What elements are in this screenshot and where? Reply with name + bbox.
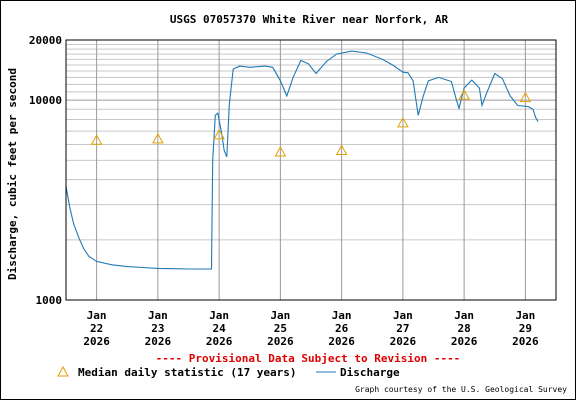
x-tick-label: Jan — [454, 309, 474, 322]
x-tick-label: 23 — [151, 322, 164, 335]
y-axis-label: Discharge, cubic feet per second — [6, 68, 19, 280]
x-tick-label: 24 — [213, 322, 227, 335]
x-tick-label: Jan — [393, 309, 413, 322]
x-tick-label: 28 — [458, 322, 471, 335]
median-point — [152, 132, 164, 144]
minor-gridlines — [66, 43, 556, 241]
plot-area-border — [65, 39, 557, 301]
x-tick-label: 2026 — [390, 335, 417, 348]
x-tick-label: 27 — [396, 322, 409, 335]
x-tick-label: Jan — [515, 309, 535, 322]
x-tick-label: Jan — [87, 309, 107, 322]
x-tick-labels: Jan222026Jan232026Jan242026Jan252026Jan2… — [83, 309, 539, 348]
x-tick-label: 2026 — [328, 335, 355, 348]
x-tick-label: 29 — [519, 322, 532, 335]
x-tick-label: Jan — [209, 309, 229, 322]
y-tick-label: 20000 — [29, 34, 62, 47]
median-point — [213, 128, 225, 140]
y-tick-label: 10000 — [29, 94, 62, 107]
x-tick-label: Jan — [148, 309, 168, 322]
x-tick-label: Jan — [332, 309, 352, 322]
x-tick-label: 2026 — [83, 335, 110, 348]
legend-median-marker-icon — [57, 365, 69, 377]
x-tick-label: 26 — [335, 322, 349, 335]
y-tick-label: 1000 — [36, 294, 63, 307]
x-tick-label: Jan — [270, 309, 290, 322]
x-tick-label: 22 — [90, 322, 103, 335]
x-tick-label: 2026 — [451, 335, 478, 348]
x-tick-label: 2026 — [206, 335, 233, 348]
provisional-data-notice: ---- Provisional Data Subject to Revisio… — [156, 352, 461, 365]
median-series-markers — [90, 89, 532, 157]
median-point — [335, 144, 348, 155]
x-tick-label: 25 — [274, 322, 287, 335]
median-point — [519, 91, 532, 103]
chart-title: USGS 07057370 White River near Norfork, … — [170, 13, 449, 26]
x-tick-label: 2026 — [512, 335, 539, 348]
legend-median-label: Median daily statistic (17 years) — [78, 366, 297, 379]
median-point — [90, 134, 103, 145]
y-tick-labels: 1000 10000 20000 — [29, 34, 62, 307]
discharge-series-line — [65, 50, 539, 270]
x-tick-label: 2026 — [145, 335, 172, 348]
major-gridlines — [66, 39, 556, 301]
median-point — [458, 89, 470, 100]
legend-discharge-label: Discharge — [340, 366, 400, 379]
legend: Median daily statistic (17 years) Discha… — [57, 365, 400, 379]
graph-credit: Graph courtesy of the U.S. Geological Su… — [355, 385, 567, 394]
median-point — [397, 116, 409, 128]
median-point — [274, 146, 287, 157]
x-tick-label: 2026 — [267, 335, 294, 348]
